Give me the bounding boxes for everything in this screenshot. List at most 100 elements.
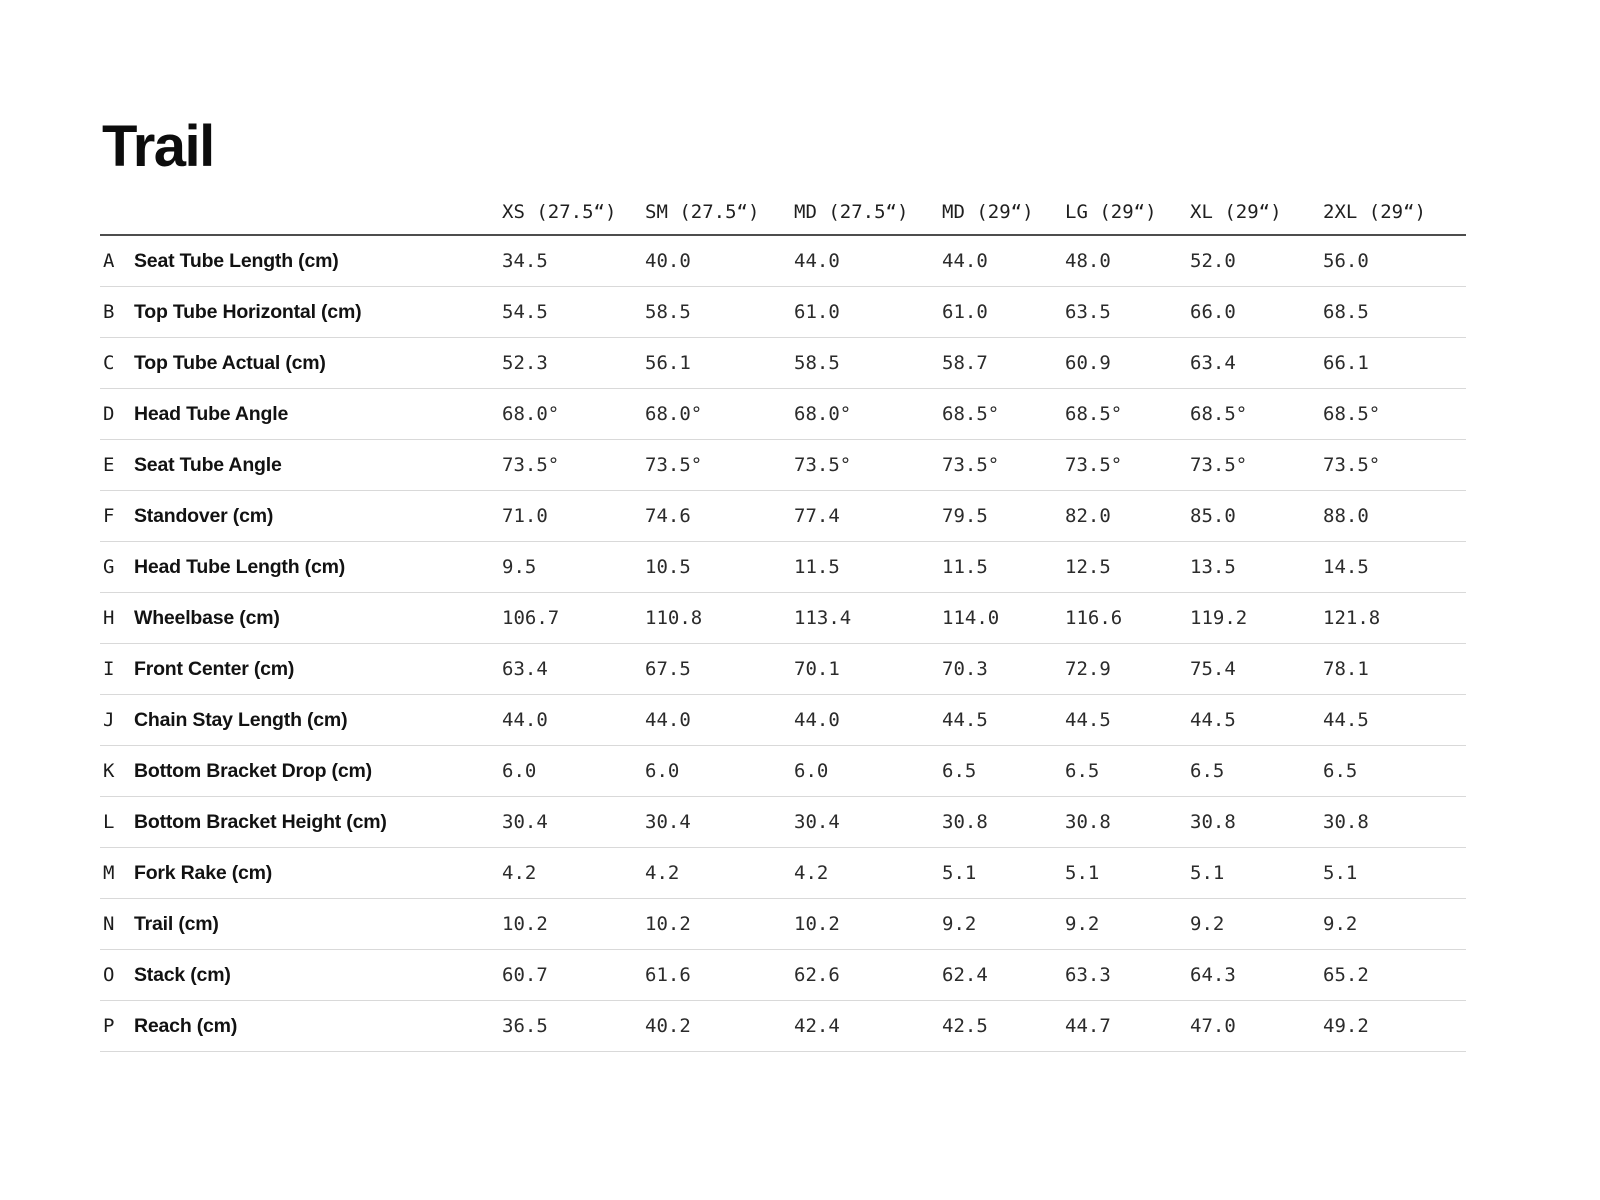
cell-value: 34.5 [502,235,645,287]
table-row: F Standover (cm) 71.0 74.6 77.4 79.5 82.0 85.0 8… [100,490,1466,542]
cell-value: 73.5° [1065,439,1190,491]
row-letter: O [100,949,134,1001]
cell-value: 44.0 [794,694,942,746]
cell-value: 30.4 [502,796,645,848]
cell-value: 62.6 [794,949,942,1001]
row-label: Bottom Bracket Drop (cm) [134,745,502,797]
cell-value: 88.0 [1323,490,1466,542]
cell-value: 44.5 [942,694,1065,746]
table-row: H Wheelbase (cm) 106.7 110.8 113.4 114.0 116.6… [100,592,1466,644]
row-letter: L [100,796,134,848]
header-spacer-letter [100,196,134,236]
cell-value: 9.2 [942,898,1065,950]
row-label: Reach (cm) [134,1000,502,1052]
table-header-row: XS (27.5“) SM (27.5“) MD (27.5“) MD (29“) LG… [100,196,1466,236]
cell-value: 6.5 [1323,745,1466,797]
row-letter: K [100,745,134,797]
cell-value: 30.8 [1065,796,1190,848]
cell-value: 42.4 [794,1000,942,1052]
table-row: C Top Tube Actual (cm) 52.3 56.1 58.5 58.7 60.… [100,337,1466,389]
cell-value: 68.0° [794,388,942,440]
cell-value: 44.5 [1190,694,1323,746]
cell-value: 60.9 [1065,337,1190,389]
cell-value: 5.1 [1065,847,1190,899]
cell-value: 11.5 [942,541,1065,593]
column-header-4: LG (29“) [1065,196,1190,236]
cell-value: 6.0 [645,745,794,797]
cell-value: 6.0 [794,745,942,797]
cell-value: 30.8 [1190,796,1323,848]
cell-value: 63.5 [1065,286,1190,338]
cell-value: 14.5 [1323,541,1466,593]
cell-value: 5.1 [942,847,1065,899]
cell-value: 58.5 [794,337,942,389]
table-row: N Trail (cm) 10.2 10.2 10.2 9.2 9.2 9.2 9.2 [100,898,1466,950]
cell-value: 60.7 [502,949,645,1001]
cell-value: 68.5° [1323,388,1466,440]
header-spacer-label [134,196,502,236]
cell-value: 63.4 [1190,337,1323,389]
cell-value: 68.0° [645,388,794,440]
cell-value: 40.2 [645,1000,794,1052]
cell-value: 114.0 [942,592,1065,644]
cell-value: 6.5 [1065,745,1190,797]
table-row: D Head Tube Angle 68.0° 68.0° 68.0° 68.5° 68.5… [100,388,1466,440]
cell-value: 52.0 [1190,235,1323,287]
cell-value: 63.4 [502,643,645,695]
cell-value: 9.5 [502,541,645,593]
row-label: Front Center (cm) [134,643,502,695]
cell-value: 119.2 [1190,592,1323,644]
row-label: Stack (cm) [134,949,502,1001]
cell-value: 66.1 [1323,337,1466,389]
cell-value: 4.2 [794,847,942,899]
row-label: Fork Rake (cm) [134,847,502,899]
cell-value: 68.0° [502,388,645,440]
cell-value: 73.5° [645,439,794,491]
cell-value: 12.5 [1065,541,1190,593]
cell-value: 10.2 [502,898,645,950]
cell-value: 44.0 [645,694,794,746]
cell-value: 71.0 [502,490,645,542]
column-header-3: MD (29“) [942,196,1065,236]
cell-value: 47.0 [1190,1000,1323,1052]
cell-value: 63.3 [1065,949,1190,1001]
row-label: Bottom Bracket Height (cm) [134,796,502,848]
cell-value: 106.7 [502,592,645,644]
cell-value: 5.1 [1190,847,1323,899]
cell-value: 49.2 [1323,1000,1466,1052]
row-letter: F [100,490,134,542]
cell-value: 61.0 [942,286,1065,338]
cell-value: 52.3 [502,337,645,389]
cell-value: 9.2 [1323,898,1466,950]
row-letter: I [100,643,134,695]
cell-value: 68.5° [1065,388,1190,440]
row-label: Chain Stay Length (cm) [134,694,502,746]
cell-value: 68.5° [942,388,1065,440]
cell-value: 30.4 [794,796,942,848]
row-label: Top Tube Actual (cm) [134,337,502,389]
cell-value: 6.5 [942,745,1065,797]
row-label: Head Tube Angle [134,388,502,440]
cell-value: 30.8 [1323,796,1466,848]
cell-value: 61.6 [645,949,794,1001]
cell-value: 13.5 [1190,541,1323,593]
cell-value: 110.8 [645,592,794,644]
cell-value: 11.5 [794,541,942,593]
row-letter: E [100,439,134,491]
cell-value: 44.5 [1065,694,1190,746]
cell-value: 61.0 [794,286,942,338]
cell-value: 82.0 [1065,490,1190,542]
row-label: Top Tube Horizontal (cm) [134,286,502,338]
cell-value: 70.1 [794,643,942,695]
cell-value: 74.6 [645,490,794,542]
row-label: Seat Tube Length (cm) [134,235,502,287]
row-letter: N [100,898,134,950]
cell-value: 68.5 [1323,286,1466,338]
cell-value: 73.5° [502,439,645,491]
cell-value: 73.5° [942,439,1065,491]
cell-value: 56.0 [1323,235,1466,287]
cell-value: 44.7 [1065,1000,1190,1052]
row-label: Head Tube Length (cm) [134,541,502,593]
table-row: O Stack (cm) 60.7 61.6 62.6 62.4 63.3 64.3 65.2 [100,949,1466,1001]
